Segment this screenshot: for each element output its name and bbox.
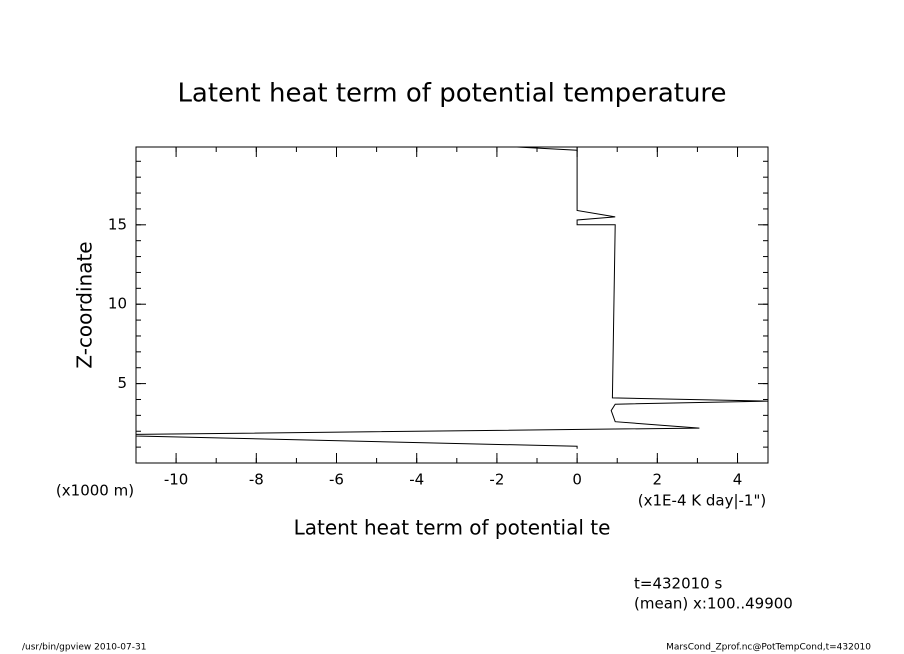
x-tick-label: -6 <box>329 471 344 489</box>
x-tick-label: 2 <box>653 471 663 489</box>
y-axis-units: (x1000 m) <box>56 482 134 500</box>
x-tick-label: -2 <box>489 471 504 489</box>
x-axis-label: Latent heat term of potential te <box>294 516 611 540</box>
y-tick-label: 10 <box>108 295 127 313</box>
x-tick-label: -8 <box>249 471 264 489</box>
plot-frame <box>135 146 769 464</box>
annotation: (mean) x:100..49900 <box>634 595 793 613</box>
x-axis-units: (x1E-4 K day|-1") <box>638 492 766 510</box>
x-tick-label: 0 <box>572 471 582 489</box>
footer-right: MarsCond_Zprof.nc@PotTempCond,t=432010 <box>666 643 871 653</box>
y-tick-label: 15 <box>108 215 127 233</box>
x-tick-label: 4 <box>733 471 743 489</box>
chart-title: Latent heat term of potential temperatur… <box>177 79 726 109</box>
footer-left: /usr/bin/gpview 2010-07-31 <box>22 643 146 653</box>
annotation: t=432010 s <box>634 575 722 593</box>
y-tick-label: 5 <box>117 374 127 392</box>
profile-line <box>135 146 769 449</box>
y-axis-label: Z-coordinate <box>73 241 97 368</box>
x-tick-label: -10 <box>164 471 189 489</box>
x-tick-label: -4 <box>409 471 424 489</box>
